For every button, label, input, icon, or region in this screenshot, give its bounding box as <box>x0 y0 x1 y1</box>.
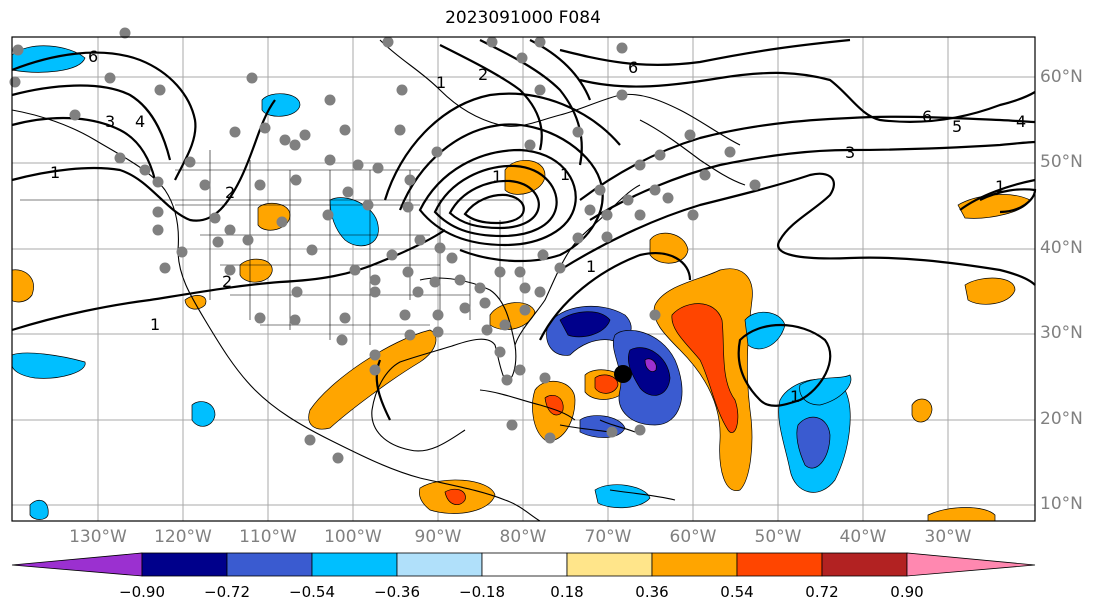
lon-label: 110°W <box>239 527 297 547</box>
colorbar-bin <box>311 552 398 577</box>
colorbar-bin <box>651 552 738 577</box>
colorbar-tick-label: 0.18 <box>550 583 584 601</box>
lat-label: 60°N <box>1040 67 1083 87</box>
colorbar-tick-label: 0.36 <box>635 583 669 601</box>
contour-label: 3 <box>105 112 115 131</box>
contour-label: 1 <box>790 387 800 406</box>
colorbar-tick-label: −0.72 <box>204 583 250 601</box>
station-dots <box>9 27 761 464</box>
contour-labels: 6 2 1 6 1 2 4 3 1 2 1 1 6 5 4 3 1 1 1 <box>50 47 1026 406</box>
contour-label: 3 <box>845 143 855 162</box>
contour-label: 2 <box>478 65 488 84</box>
contour-label: 6 <box>88 47 98 66</box>
contour-label: 4 <box>1016 112 1026 131</box>
height-contours <box>11 38 1037 421</box>
colorbar-bin <box>821 552 908 577</box>
lon-label: 80°W <box>499 527 547 547</box>
colorbar-bin <box>141 552 228 577</box>
lon-label: 30°W <box>924 527 972 547</box>
contour-label: 1 <box>50 163 60 182</box>
colorbar-bin <box>736 552 823 577</box>
contour-label: 2 <box>225 183 235 202</box>
colorbar-tick-label: 0.90 <box>890 583 924 601</box>
anomaly-shading <box>11 45 1031 522</box>
colorbar <box>11 552 1036 577</box>
contour-label: 6 <box>628 58 638 77</box>
colorbar-tick-label: −0.18 <box>459 583 505 601</box>
contour-label: 1 <box>492 167 502 186</box>
colorbar-tick-label: −0.90 <box>119 583 165 601</box>
contour-label: 1 <box>586 257 596 276</box>
lat-label: 10°N <box>1040 494 1083 514</box>
colorbar-bin <box>566 552 653 577</box>
lon-label: 60°W <box>669 527 717 547</box>
lon-label: 100°W <box>324 527 382 547</box>
contour-label: 2 <box>222 272 232 291</box>
lon-label: 120°W <box>154 527 212 547</box>
colorbar-tick-label: −0.54 <box>289 583 335 601</box>
graticule <box>12 37 1035 521</box>
colorbar-arrow-left <box>11 552 143 577</box>
colorbar-tick-label: 0.72 <box>805 583 839 601</box>
colorbar-bin <box>481 552 568 577</box>
map-title: 2023091000 F084 <box>445 8 601 28</box>
storm-center-marker[interactable] <box>614 365 632 383</box>
lon-label: 40°W <box>839 527 887 547</box>
lon-label: 130°W <box>69 527 127 547</box>
lat-label: 50°N <box>1040 152 1083 172</box>
contour-label: 1 <box>995 177 1005 196</box>
contour-label: 4 <box>135 112 145 131</box>
lon-label: 90°W <box>414 527 462 547</box>
lat-label: 40°N <box>1040 238 1083 258</box>
lon-label: 70°W <box>584 527 632 547</box>
contour-label: 5 <box>952 117 962 136</box>
lon-label: 50°W <box>754 527 802 547</box>
contour-label: 1 <box>560 165 570 184</box>
colorbar-bin <box>226 552 313 577</box>
contour-label: 1 <box>436 73 446 92</box>
lat-label: 30°N <box>1040 323 1083 343</box>
lat-label: 20°N <box>1040 409 1083 429</box>
colorbar-tick-label: 0.54 <box>720 583 754 601</box>
colorbar-bin <box>396 552 483 577</box>
colorbar-tick-label: −0.36 <box>374 583 420 601</box>
map-frame <box>11 36 1036 522</box>
contour-label: 1 <box>150 315 160 334</box>
contour-label: 6 <box>922 107 932 126</box>
colorbar-arrow-right <box>906 552 1036 577</box>
